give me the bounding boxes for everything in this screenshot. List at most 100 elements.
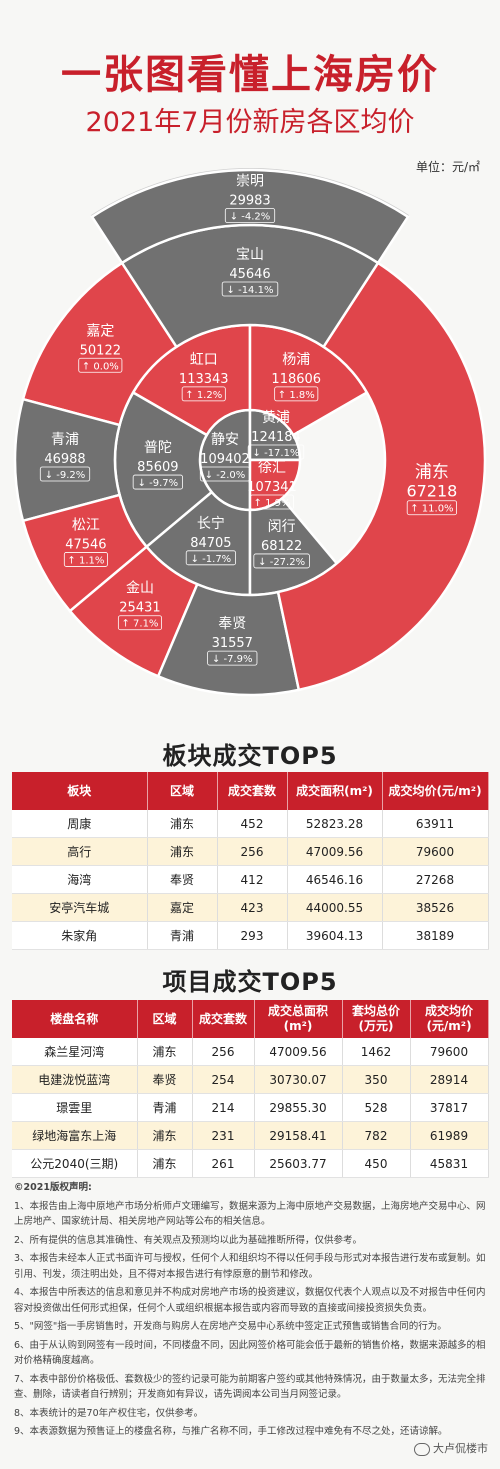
- district-name: 宝山: [236, 247, 264, 263]
- district-slice-崇明: [90, 168, 410, 265]
- district-change: ↑ 1.8%: [278, 390, 315, 401]
- table-cell: 嘉定: [147, 893, 218, 922]
- district-name: 徐汇: [258, 460, 286, 476]
- table-row: 绿地海富东上海 浦东 231 29158.41 782 61989: [12, 1121, 489, 1150]
- table-cell: 47009.56: [287, 837, 383, 866]
- change-badge: [253, 553, 310, 569]
- district-name: 黄浦: [262, 409, 290, 426]
- block-top5-title: 板块成交TOP5: [162, 742, 338, 770]
- table-cell: 47009.56: [254, 1038, 343, 1066]
- table-cell: 38189: [382, 921, 489, 950]
- district-label-闵行: 闵行 68122 ↓ -27.2%: [253, 519, 310, 569]
- table-cell: 海湾: [12, 865, 148, 894]
- table-cell: 214: [192, 1093, 255, 1122]
- change-badge: [63, 552, 108, 567]
- table-cell: 37817: [410, 1093, 489, 1122]
- district-label-松江: 松江 47546 ↑ 1.1%: [63, 517, 108, 567]
- table-row: 海湾 奉贤 412 46546.16 27268: [12, 865, 489, 894]
- district-change: ↓ -1.7%: [191, 554, 232, 565]
- table-cell: 79600: [382, 837, 489, 866]
- page-subtitle: 2021年7月份新房各区均价: [85, 107, 415, 138]
- district-price: 31557: [212, 636, 253, 651]
- note-item: 7、本表中部份价格极低、套数极少的签约记录可能为前期客户签约或其他特殊情况，由于…: [14, 1373, 486, 1401]
- table-cell: 293: [217, 921, 288, 950]
- table-cell: 256: [217, 837, 288, 866]
- change-badge: [117, 615, 162, 631]
- district-slice-金山: [68, 545, 199, 678]
- district-price: 68122: [261, 539, 302, 554]
- district-change: ↑ 7.1%: [121, 619, 158, 630]
- column-header: 楼盘名称: [12, 1000, 138, 1038]
- table-cell: 朱家角: [12, 921, 148, 950]
- district-change: ↓ -7.9%: [212, 654, 253, 665]
- column-header: 成交套数: [217, 772, 288, 810]
- change-badge: [249, 494, 294, 510]
- district-label-静安: 静安 109402 ↓ -2.0%: [199, 432, 251, 482]
- district-label-青浦: 青浦 46988 ↓ -9.2%: [39, 432, 91, 482]
- district-price: 124184: [251, 430, 301, 445]
- column-header: 区域: [137, 1000, 193, 1038]
- project-top5-table: 楼盘名称 区域 成交套数 成交总面积(m²) 套均总价(万元) 成交均价(元/m²) 森兰…: [12, 1000, 489, 1178]
- column-header: 板块: [12, 772, 148, 810]
- district-change: ↓ -27.2%: [258, 557, 305, 568]
- district-change: ↑ 1.9%: [254, 498, 291, 509]
- change-badge: [78, 357, 123, 373]
- district-price: 25431: [119, 601, 160, 616]
- notes-heading: ©2021版权声明:: [14, 1182, 92, 1193]
- district-name: 松江: [72, 517, 100, 533]
- table-cell: 浦东: [137, 1149, 193, 1178]
- table-header-row: 楼盘名称 区域 成交套数 成交总面积(m²) 套均总价(万元) 成交均价(元/m²): [12, 1000, 489, 1038]
- district-price: 109402: [200, 452, 250, 467]
- table-cell: 261: [192, 1149, 255, 1178]
- district-label-杨浦: 杨浦 118606 ↑ 1.8%: [271, 352, 321, 402]
- column-header: 成交面积(m²): [287, 772, 383, 810]
- table-cell: 452: [217, 810, 288, 838]
- district-slice-奉贤: [156, 582, 301, 697]
- table-cell: 浦东: [137, 1038, 193, 1066]
- table-row: 森兰星河湾 浦东 256 47009.56 1462 79600: [12, 1038, 489, 1066]
- table-cell: 森兰星河湾: [12, 1038, 138, 1066]
- district-price: 118606: [271, 372, 321, 387]
- district-change: ↓ -4.2%: [230, 212, 271, 223]
- change-badge: [224, 208, 276, 223]
- note-item: 9、本表源数据为预售证上的楼盘名称，与推广名称不同，手工修改过程中难免有不尽之处…: [14, 1426, 448, 1437]
- change-badge: [207, 650, 258, 666]
- district-price: 113343: [179, 372, 229, 387]
- change-badge: [247, 444, 305, 460]
- table-cell: 璟雲里: [12, 1093, 138, 1122]
- copyright-notes: ©2021版权声明: 1、本报告由上海中原地产市场分析师卢文珊编写，数据来源为上…: [14, 1180, 486, 1443]
- district-price: 29983: [229, 194, 270, 209]
- column-header: 区域: [147, 772, 218, 810]
- table-cell: 电建泷悦蓝湾: [12, 1065, 138, 1094]
- table-cell: 公元2040(三期): [12, 1149, 138, 1178]
- table-row: 高行 浦东 256 47009.56 79600: [12, 837, 489, 866]
- table-cell: 231: [192, 1121, 255, 1150]
- table-cell: 412: [217, 865, 288, 894]
- district-name: 崇明: [236, 174, 264, 190]
- district-change: ↓ -9.7%: [138, 478, 179, 489]
- project-top5-title: 项目成交TOP5: [162, 968, 338, 996]
- district-change: ↑ 11.0%: [410, 504, 453, 515]
- district-change: ↓ -14.1%: [227, 285, 274, 296]
- table-cell: 450: [342, 1149, 411, 1178]
- table-cell: 39604.13: [287, 921, 383, 950]
- district-price: 50122: [80, 343, 121, 358]
- district-slice-青浦: [13, 397, 122, 523]
- table-cell: 29855.30: [254, 1093, 343, 1122]
- table-cell: 青浦: [137, 1093, 193, 1122]
- brand-watermark: 大卢侃楼市: [414, 1440, 488, 1456]
- table-cell: 28914: [410, 1065, 489, 1094]
- column-header: 套均总价(万元): [342, 1000, 411, 1038]
- table-cell: 高行: [12, 837, 148, 866]
- table-cell: 79600: [410, 1038, 489, 1066]
- table-cell: 奉贤: [147, 865, 218, 894]
- district-label-嘉定: 嘉定 50122 ↑ 0.0%: [78, 323, 123, 373]
- table-cell: 46546.16: [287, 865, 383, 894]
- district-name: 金山: [126, 581, 154, 597]
- district-change: ↑ 0.0%: [82, 361, 119, 372]
- district-label-徐汇: 徐汇 107341 ↑ 1.9%: [247, 460, 297, 510]
- change-badge: [274, 386, 319, 402]
- table-row: 公元2040(三期) 浦东 261 25603.77 450 45831: [12, 1149, 489, 1178]
- page-title: 一张图看懂上海房价: [61, 52, 439, 98]
